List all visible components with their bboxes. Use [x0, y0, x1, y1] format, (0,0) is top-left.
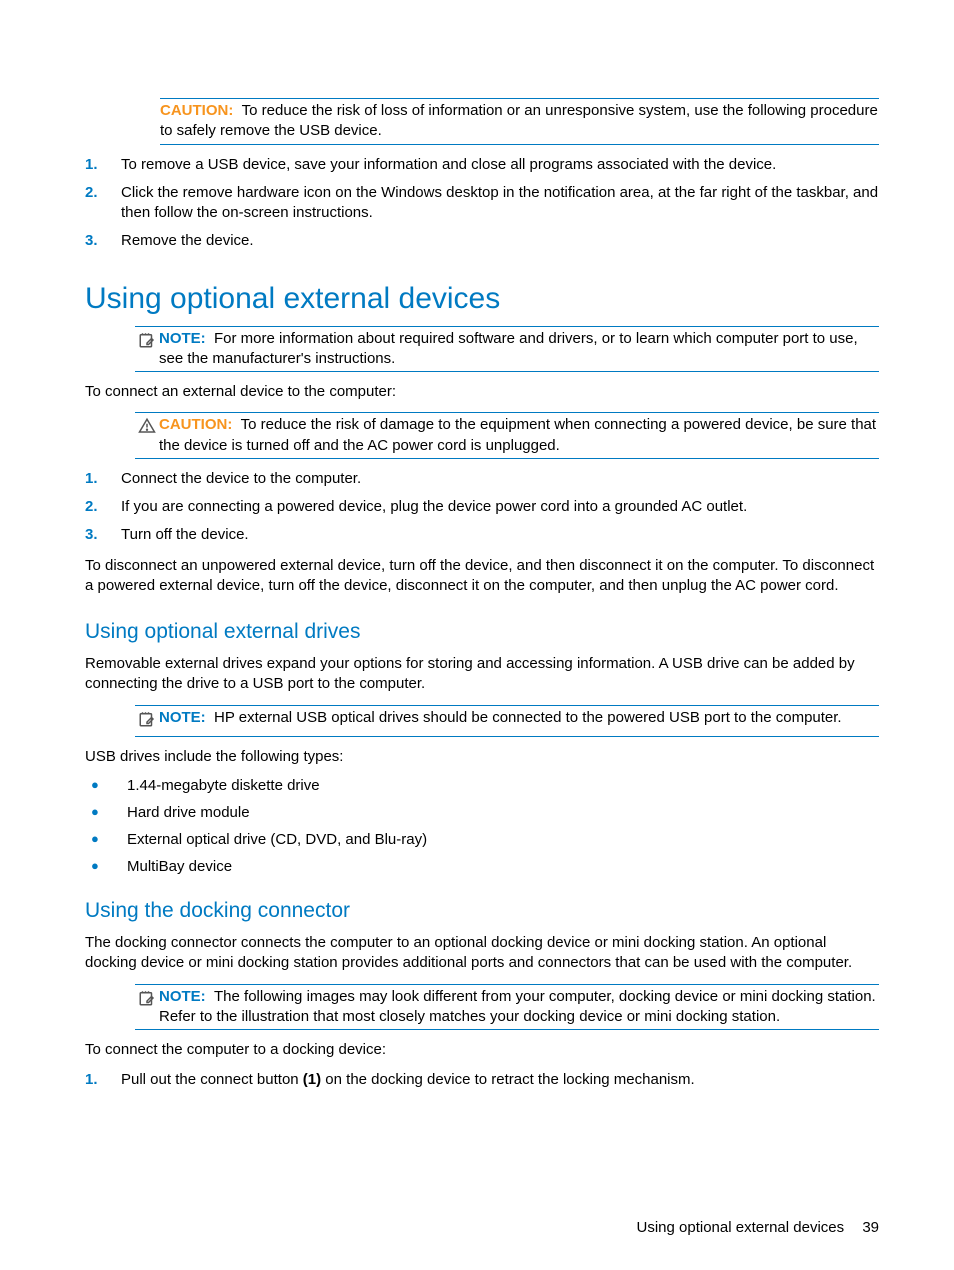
note-text: HP external USB optical drives should be… [214, 709, 842, 726]
heading-external-devices: Using optional external devices [85, 282, 879, 316]
list-item: 1.Connect the device to the computer. [85, 469, 879, 489]
bullet-text: MultiBay device [127, 858, 879, 875]
heading-external-drives: Using optional external drives [85, 620, 879, 644]
note-label: NOTE: [159, 330, 206, 347]
step-text: To remove a USB device, save your inform… [121, 155, 879, 175]
callout-text: CAUTION: To reduce the risk of loss of i… [160, 101, 879, 142]
bullet-icon: ● [85, 858, 127, 875]
heading-docking-connector: Using the docking connector [85, 899, 879, 923]
callout-text: NOTE: HP external USB optical drives sho… [159, 708, 879, 728]
bullet-icon: ● [85, 804, 127, 821]
note-text: For more information about required soft… [159, 330, 858, 367]
list-item: ●Hard drive module [85, 804, 879, 821]
caution-label: CAUTION: [159, 416, 232, 433]
note-callout: NOTE: The following images may look diff… [135, 984, 879, 1031]
list-item: 2.If you are connecting a powered device… [85, 497, 879, 517]
bullet-text: 1.44-megabyte diskette drive [127, 777, 879, 794]
note-icon [135, 329, 159, 355]
connect-device-steps: 1.Connect the device to the computer. 2.… [85, 469, 879, 546]
bullet-text: Hard drive module [127, 804, 879, 821]
step-text: Click the remove hardware icon on the Wi… [121, 183, 879, 224]
step-number: 3. [85, 231, 121, 251]
note-callout: NOTE: HP external USB optical drives sho… [135, 705, 879, 737]
list-item: 2.Click the remove hardware icon on the … [85, 183, 879, 224]
callout-text: NOTE: The following images may look diff… [159, 987, 879, 1028]
paragraph: To connect an external device to the com… [85, 382, 879, 402]
note-callout: NOTE: For more information about require… [135, 326, 879, 373]
step-text: If you are connecting a powered device, … [121, 497, 879, 517]
note-label: NOTE: [159, 988, 206, 1005]
step-number: 2. [85, 183, 121, 224]
page-body: CAUTION: To reduce the risk of loss of i… [0, 0, 954, 1149]
remove-usb-steps: 1.To remove a USB device, save your info… [85, 155, 879, 252]
step-number: 1. [85, 469, 121, 489]
step-number: 2. [85, 497, 121, 517]
paragraph: The docking connector connects the compu… [85, 933, 879, 974]
list-item: ●1.44-megabyte diskette drive [85, 777, 879, 794]
step-number: 1. [85, 1070, 121, 1090]
caution-callout: CAUTION: To reduce the risk of loss of i… [160, 98, 879, 145]
step-number: 1. [85, 155, 121, 175]
paragraph: To connect the computer to a docking dev… [85, 1040, 879, 1060]
list-item: 1. Pull out the connect button (1) on th… [85, 1070, 879, 1090]
bullet-icon: ● [85, 777, 127, 794]
caution-icon [135, 415, 159, 441]
caution-text: To reduce the risk of damage to the equi… [159, 416, 876, 453]
list-item: ●External optical drive (CD, DVD, and Bl… [85, 831, 879, 848]
docking-steps: 1. Pull out the connect button (1) on th… [85, 1070, 879, 1090]
caution-label: CAUTION: [160, 102, 233, 119]
step-number: 3. [85, 525, 121, 545]
step-text: Turn off the device. [121, 525, 879, 545]
step-text: Pull out the connect button (1) on the d… [121, 1070, 879, 1090]
text-bold: (1) [303, 1071, 321, 1088]
list-item: ●MultiBay device [85, 858, 879, 875]
list-item: 3.Turn off the device. [85, 525, 879, 545]
step-text: Remove the device. [121, 231, 879, 251]
bullet-icon: ● [85, 831, 127, 848]
paragraph: To disconnect an unpowered external devi… [85, 556, 879, 597]
footer-page-number: 39 [862, 1219, 879, 1236]
note-text: The following images may look different … [159, 988, 876, 1025]
text-pre: Pull out the connect button [121, 1071, 303, 1088]
note-icon [135, 987, 159, 1013]
note-icon [135, 708, 159, 734]
page-footer: Using optional external devices 39 [0, 1219, 954, 1236]
paragraph: Removable external drives expand your op… [85, 654, 879, 695]
usb-drive-types: ●1.44-megabyte diskette drive ●Hard driv… [85, 777, 879, 875]
caution-text: To reduce the risk of loss of informatio… [160, 102, 878, 139]
paragraph: USB drives include the following types: [85, 747, 879, 767]
bullet-text: External optical drive (CD, DVD, and Blu… [127, 831, 879, 848]
note-label: NOTE: [159, 709, 206, 726]
list-item: 1.To remove a USB device, save your info… [85, 155, 879, 175]
list-item: 3.Remove the device. [85, 231, 879, 251]
callout-text: CAUTION: To reduce the risk of damage to… [159, 415, 879, 456]
step-text: Connect the device to the computer. [121, 469, 879, 489]
callout-text: NOTE: For more information about require… [159, 329, 879, 370]
text-post: on the docking device to retract the loc… [321, 1071, 695, 1088]
footer-section-title: Using optional external devices [637, 1219, 845, 1236]
caution-callout: CAUTION: To reduce the risk of damage to… [135, 412, 879, 459]
